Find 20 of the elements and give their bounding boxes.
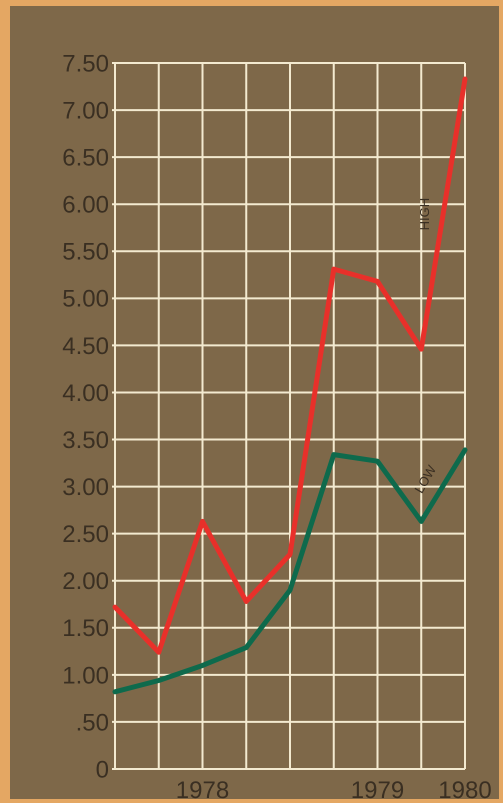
- x-tick-label: 1980: [438, 777, 492, 803]
- y-tick-label: 1.50: [62, 615, 109, 642]
- y-tick-label: 7.00: [62, 97, 109, 124]
- y-tick-label: 6.00: [62, 192, 109, 219]
- y-tick-label: 4.50: [62, 332, 109, 360]
- y-tick-label: 0: [96, 756, 109, 784]
- y-tick-label: 2.00: [62, 568, 109, 596]
- y-tick-label: 5.50: [62, 238, 109, 266]
- y-tick-label: 3.50: [62, 426, 109, 454]
- y-tick-label: 1.00: [62, 662, 109, 690]
- y-tick-label: 7.50: [62, 50, 109, 78]
- text: HIGH: [417, 198, 432, 230]
- y-tick-label: 4.00: [62, 380, 109, 407]
- x-tick-label: 1979: [350, 777, 404, 803]
- x-tick-label: 1978: [176, 777, 230, 803]
- y-tick-label: 2.50: [62, 521, 109, 548]
- y-tick-label: .50: [76, 709, 109, 736]
- y-tick-label: 5.00: [62, 286, 109, 313]
- y-tick-label: 6.50: [62, 144, 109, 172]
- y-tick-label: 3.00: [62, 474, 109, 501]
